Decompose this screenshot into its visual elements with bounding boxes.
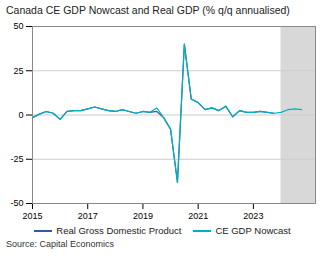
html-text:Source: Capital Economics: Source: Capital Economics bbox=[6, 239, 115, 249]
svg-text:-50: -50 bbox=[10, 198, 23, 208]
svg-text:0: 0 bbox=[18, 110, 23, 120]
svg-text:2021: 2021 bbox=[188, 211, 208, 221]
svg-text:2019: 2019 bbox=[133, 211, 153, 221]
html-text:CE GDP Nowcast: CE GDP Nowcast bbox=[215, 225, 291, 236]
svg-text:50: 50 bbox=[13, 21, 23, 31]
html-text:Canada CE GDP Nowcast and Real: Canada CE GDP Nowcast and Real GDP (% q/… bbox=[6, 4, 290, 16]
html-text:Real Gross Domestic Product: Real Gross Domestic Product bbox=[56, 225, 182, 236]
svg-text:2015: 2015 bbox=[22, 211, 42, 221]
svg-text:25: 25 bbox=[13, 66, 23, 76]
svg-text:2017: 2017 bbox=[78, 211, 98, 221]
svg-text:-25: -25 bbox=[10, 154, 23, 164]
svg-text:2023: 2023 bbox=[243, 211, 263, 221]
